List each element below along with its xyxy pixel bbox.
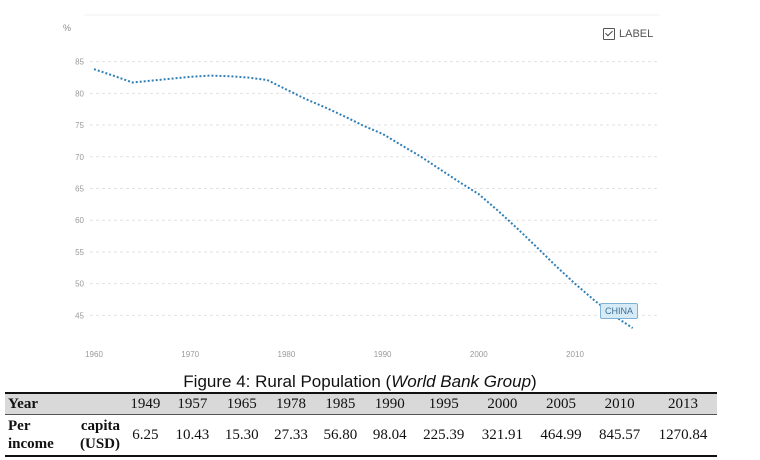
income-cell: 10.43 xyxy=(167,414,218,457)
income-row: Per capita income (USD) 6.25 10.43 15.30 27.… xyxy=(5,414,717,457)
year-cell: 1978 xyxy=(266,392,316,415)
label-toggle-text: LABEL xyxy=(619,28,654,40)
income-cell: 15.30 xyxy=(217,414,267,457)
y-tick-label: 75 xyxy=(75,121,84,130)
x-tick-label: 1980 xyxy=(278,350,296,359)
x-tick-label: 2000 xyxy=(470,350,488,359)
income-header: Per capita income (USD) xyxy=(5,414,123,457)
year-cell: 1995 xyxy=(414,392,474,415)
grid-lines xyxy=(90,61,658,316)
series-line-china xyxy=(93,68,634,329)
y-tick-label: 55 xyxy=(75,248,84,257)
y-axis-unit: % xyxy=(63,23,71,33)
caption-suffix: ) xyxy=(531,372,537,391)
year-cell: 1965 xyxy=(217,392,267,415)
income-cell: 464.99 xyxy=(531,414,591,457)
income-header-line2: income (USD) xyxy=(8,436,120,452)
year-cell: 2010 xyxy=(590,392,649,415)
year-cell: 2005 xyxy=(531,392,591,415)
figure-caption: Figure 4: Rural Population (World Bank G… xyxy=(0,372,720,392)
y-tick-label: 60 xyxy=(75,216,84,225)
x-axis-ticks: 1960 1970 1980 1990 2000 2010 xyxy=(85,350,584,359)
checkbox-checked-icon[interactable] xyxy=(603,28,615,40)
y-tick-label: 85 xyxy=(75,58,84,67)
x-tick-label: 2010 xyxy=(566,350,584,359)
x-tick-label: 1990 xyxy=(374,350,392,359)
label-toggle[interactable]: LABEL xyxy=(603,28,653,40)
income-cell: 98.04 xyxy=(365,414,415,457)
income-cell: 1270.84 xyxy=(648,414,717,457)
y-axis-ticks: 45 50 55 60 65 70 75 80 85 xyxy=(75,58,84,321)
series-lines xyxy=(93,68,634,329)
income-cell: 27.33 xyxy=(266,414,316,457)
income-cell: 225.39 xyxy=(414,414,474,457)
year-cell: 1985 xyxy=(315,392,366,415)
caption-prefix: Figure 4: Rural Population ( xyxy=(183,372,392,391)
income-table: Year 1949 1957 1965 1978 1985 1990 1995 2000 200… xyxy=(5,392,717,457)
income-cell: 56.80 xyxy=(315,414,366,457)
year-cell: 1957 xyxy=(167,392,218,415)
caption-source: World Bank Group xyxy=(391,372,532,391)
year-cell: 1990 xyxy=(365,392,415,415)
rural-population-chart: % 45 50 55 60 65 70 75 80 85 1960 1970 1980 1990 200… xyxy=(63,14,660,359)
income-cell: 845.57 xyxy=(590,414,649,457)
y-tick-label: 50 xyxy=(75,280,84,289)
year-cell: 1949 xyxy=(123,392,168,415)
year-cell: 2000 xyxy=(473,392,532,415)
y-tick-label: 80 xyxy=(75,89,84,98)
income-cell: 6.25 xyxy=(123,414,168,457)
year-cell: 2013 xyxy=(648,392,717,415)
x-tick-label: 1960 xyxy=(85,350,103,359)
income-header-line1: Per capita xyxy=(8,418,120,434)
y-tick-label: 65 xyxy=(75,185,84,194)
year-row: Year 1949 1957 1965 1978 1985 1990 1995 2000 200… xyxy=(5,392,717,415)
y-tick-label: 45 xyxy=(75,311,84,320)
y-tick-label: 70 xyxy=(75,153,84,162)
x-tick-label: 1970 xyxy=(181,350,199,359)
series-label-china: CHINA xyxy=(600,303,639,319)
year-header: Year xyxy=(5,392,123,415)
income-cell: 321.91 xyxy=(473,414,532,457)
